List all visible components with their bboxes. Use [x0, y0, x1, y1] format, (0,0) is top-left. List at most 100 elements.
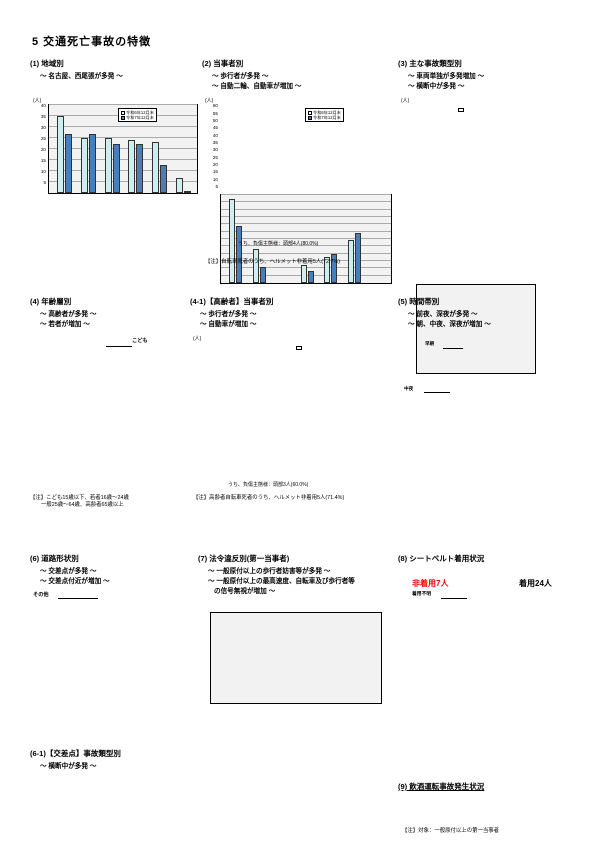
bar	[136, 143, 144, 193]
bar	[81, 138, 88, 193]
elderly-unit: (人)	[193, 336, 202, 342]
y-tick-label: 60	[212, 103, 218, 109]
gridline	[221, 216, 391, 217]
gridline	[221, 238, 391, 239]
seatbelt-wear-header: 着用24人	[519, 579, 552, 588]
legend-label: 令和6年12月末	[313, 110, 341, 115]
chart-time-donut	[450, 342, 544, 436]
chart-acctype-yaxis	[401, 104, 415, 194]
seatbelt-leader-line	[441, 598, 467, 599]
chart-acctype-legend	[458, 108, 464, 112]
legend-item: 令和7年12月末	[121, 115, 154, 120]
y-tick-label: 45	[212, 125, 218, 131]
road-leader-line	[58, 598, 98, 599]
gridline	[49, 181, 197, 182]
section-violation-sub1: ～ 一般原付以上の歩行者妨害等が多発 ～	[208, 568, 331, 575]
y-tick-label: 15	[212, 169, 218, 175]
road-label-other: その他	[33, 592, 49, 598]
gridline	[221, 208, 391, 210]
gridline	[49, 159, 197, 160]
section-acctype: (3) 主な事故類型別 ～ 車両単独が多発増加 ～ ～ 横断中が多発 ～	[398, 58, 593, 90]
legend-swatch	[308, 110, 312, 115]
y-tick-label: 10	[212, 176, 218, 182]
bar	[152, 142, 159, 193]
gridline	[49, 148, 197, 149]
section-road-cross: (6-1)【交差点】事故類型別 ～ 横断中が多発 ～	[30, 748, 202, 770]
bar	[260, 266, 267, 283]
seatbelt-nonwear-header: 非着用7人	[412, 579, 449, 588]
chart-region	[48, 104, 198, 194]
y-tick-label: 5	[215, 183, 218, 189]
y-tick-label: 50	[212, 117, 218, 123]
chart-elderly-yaxis	[193, 342, 209, 434]
time-leader-1	[443, 348, 463, 349]
section-violation-heading: (7) 法令違反別(第一当事者)	[198, 554, 290, 563]
section-region-sub1: ～ 名古屋、西尾張が多発 ～	[40, 73, 123, 80]
section-elderly-sub2: ～ 自動車が増加 ～	[200, 321, 257, 328]
section-seatbelt-heading: (8) シートベルト着用状況	[398, 554, 485, 563]
legend-label: 令和7年12月末	[313, 115, 341, 120]
time-label-souchou: 早朝	[425, 341, 435, 346]
section-region-heading: (1) 地域別	[30, 59, 64, 68]
y-tick-label: 35	[212, 139, 218, 145]
y-tick-label: 25	[212, 154, 218, 160]
chart-region-yaxis: 5 10 15 20 25 30 35 40	[33, 103, 47, 194]
gridline	[221, 194, 391, 195]
note-elderly: 【注】高齢者自転車死者のうち、ヘルメット非着用5人(71.4%)	[193, 495, 345, 501]
bar	[160, 165, 167, 193]
bar	[331, 253, 338, 283]
bar	[236, 225, 243, 283]
legend-item: 令和7年12月末	[308, 115, 341, 120]
time-leader-2	[424, 392, 450, 393]
section-acctype-sub2: ～ 横断中が多発 ～	[408, 83, 465, 90]
party-caption: うち、負傷主態様：頭部4人(80.0%)	[238, 241, 319, 247]
section-road: (6) 道路形状別 ～ 交差点が多発 ～ ～ 交差点付近が増加 ～	[30, 553, 200, 585]
gridline	[221, 260, 391, 261]
y-tick-label: 40	[40, 103, 46, 109]
acctype-unit: (人)	[401, 98, 410, 104]
legend-label: 令和6年12月末	[126, 110, 154, 115]
gridline	[49, 104, 197, 105]
section-acctype-sub1: ～ 車両単独が多発増加 ～	[408, 73, 485, 80]
legend-item: 令和6年12月末	[121, 110, 154, 115]
age-label-kodomo: こども	[132, 338, 148, 344]
seatbelt-label-unknown: 着用不明	[412, 592, 432, 597]
section-violation: (7) 法令違反別(第一当事者) ～ 一般原付以上の歩行者妨害等が多発 ～ ～ …	[198, 553, 398, 595]
chart-party-legend: 令和6年12月末 令和7年12月末	[305, 108, 344, 122]
chart-seatbelt-donut	[455, 592, 547, 684]
legend-item: 令和6年12月末	[308, 110, 341, 115]
section-time-sub1: ～ 前夜、深夜が多発 ～	[408, 311, 478, 318]
y-tick-label: 40	[212, 132, 218, 138]
section-age: (4) 年齢層別 ～ 高齢者が多発 ～ ～ 若者が増加 ～	[30, 296, 200, 328]
section-age-sub2: ～ 若者が増加 ～	[40, 321, 90, 328]
section-road-cross-heading: (6-1)【交差点】事故類型別	[30, 749, 121, 758]
legend-swatch	[121, 115, 125, 120]
chart-road-donut	[58, 596, 146, 684]
gridline	[221, 201, 391, 203]
section-road-heading: (6) 道路形状別	[30, 554, 79, 563]
section-elderly-heading: (4-1)【高齢者】当事者別	[190, 297, 274, 306]
bar	[307, 271, 314, 283]
section-drunk-heading: (9) 飲酒運転事故発生状況	[398, 782, 485, 791]
party-unit: (人)	[205, 98, 214, 104]
y-tick-label: 20	[40, 147, 46, 153]
section-age-sub1: ～ 高齢者が多発 ～	[40, 311, 97, 318]
section-acctype-heading: (3) 主な事故類型別	[398, 59, 462, 68]
y-tick-label: 25	[40, 136, 46, 142]
note-drunk: 【注】対象：一般原付以上の第一当事者	[402, 828, 500, 834]
bar	[253, 249, 260, 283]
chart-elderly-legend	[296, 346, 302, 350]
bar	[128, 139, 136, 193]
section-elderly-sub1: ～ 歩行者が多発 ～	[200, 311, 257, 318]
section-party-heading: (2) 当事者別	[202, 59, 244, 68]
y-tick-label: 30	[40, 125, 46, 131]
gridline	[221, 230, 391, 232]
section-violation-sub3: の信号無視が増加 ～	[214, 588, 276, 595]
bar	[104, 138, 112, 193]
bar	[89, 133, 96, 193]
section-violation-sub2: ～ 一般原付以上の最高速度、自転車及び歩行者等	[208, 578, 355, 585]
chart-age-donut	[52, 340, 144, 432]
bar	[112, 143, 120, 193]
section-time-heading: (5) 時間帯別	[398, 297, 440, 306]
section-road-cross-sub1: ～ 横断中が多発 ～	[40, 763, 97, 770]
